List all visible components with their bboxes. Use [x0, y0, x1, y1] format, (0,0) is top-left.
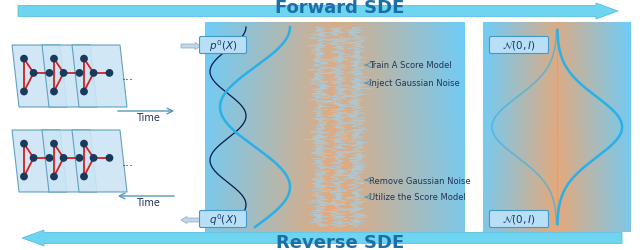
Text: $\mathcal{N}(0,I)$: $\mathcal{N}(0,I)$	[502, 39, 536, 52]
Circle shape	[106, 70, 113, 77]
Polygon shape	[42, 130, 97, 192]
Text: Time: Time	[136, 197, 160, 207]
Circle shape	[90, 70, 97, 77]
FancyBboxPatch shape	[200, 37, 246, 54]
FancyArrow shape	[22, 230, 622, 246]
Text: Forward SDE: Forward SDE	[275, 0, 404, 17]
Text: ...: ...	[122, 70, 134, 83]
Circle shape	[20, 174, 27, 180]
Polygon shape	[12, 130, 67, 192]
Circle shape	[60, 70, 67, 77]
Polygon shape	[12, 46, 67, 108]
Text: Reverse SDE: Reverse SDE	[276, 233, 404, 250]
Polygon shape	[72, 46, 127, 108]
Circle shape	[20, 141, 27, 147]
Circle shape	[20, 56, 27, 62]
Text: Remove Gaussian Noise: Remove Gaussian Noise	[369, 176, 470, 185]
Text: ...: ...	[122, 155, 134, 168]
FancyArrow shape	[18, 4, 618, 20]
Text: Train A Score Model: Train A Score Model	[369, 61, 452, 70]
Circle shape	[51, 141, 57, 147]
Circle shape	[81, 174, 87, 180]
FancyBboxPatch shape	[490, 211, 548, 228]
Circle shape	[106, 155, 113, 162]
Text: Utilize the Score Model: Utilize the Score Model	[369, 193, 466, 202]
Circle shape	[51, 56, 57, 62]
Text: $q^0(X)$: $q^0(X)$	[209, 211, 237, 227]
Circle shape	[51, 174, 57, 180]
Circle shape	[46, 155, 52, 162]
Text: Time: Time	[136, 112, 160, 122]
Circle shape	[90, 155, 97, 162]
FancyBboxPatch shape	[490, 37, 548, 54]
Text: Inject Gaussian Noise: Inject Gaussian Noise	[369, 79, 460, 88]
Circle shape	[76, 155, 83, 162]
Circle shape	[81, 56, 87, 62]
Circle shape	[81, 89, 87, 95]
Circle shape	[31, 70, 37, 77]
Polygon shape	[72, 130, 127, 192]
Circle shape	[20, 89, 27, 95]
Circle shape	[60, 155, 67, 162]
Circle shape	[46, 70, 52, 77]
FancyArrow shape	[181, 43, 201, 50]
Polygon shape	[42, 46, 97, 108]
Text: $\mathcal{N}(0,I)$: $\mathcal{N}(0,I)$	[502, 213, 536, 226]
FancyBboxPatch shape	[200, 211, 246, 228]
Circle shape	[76, 70, 83, 77]
Circle shape	[51, 89, 57, 95]
Circle shape	[31, 155, 37, 162]
Circle shape	[81, 141, 87, 147]
Text: $p^0(X)$: $p^0(X)$	[209, 38, 237, 54]
FancyArrow shape	[181, 217, 201, 224]
